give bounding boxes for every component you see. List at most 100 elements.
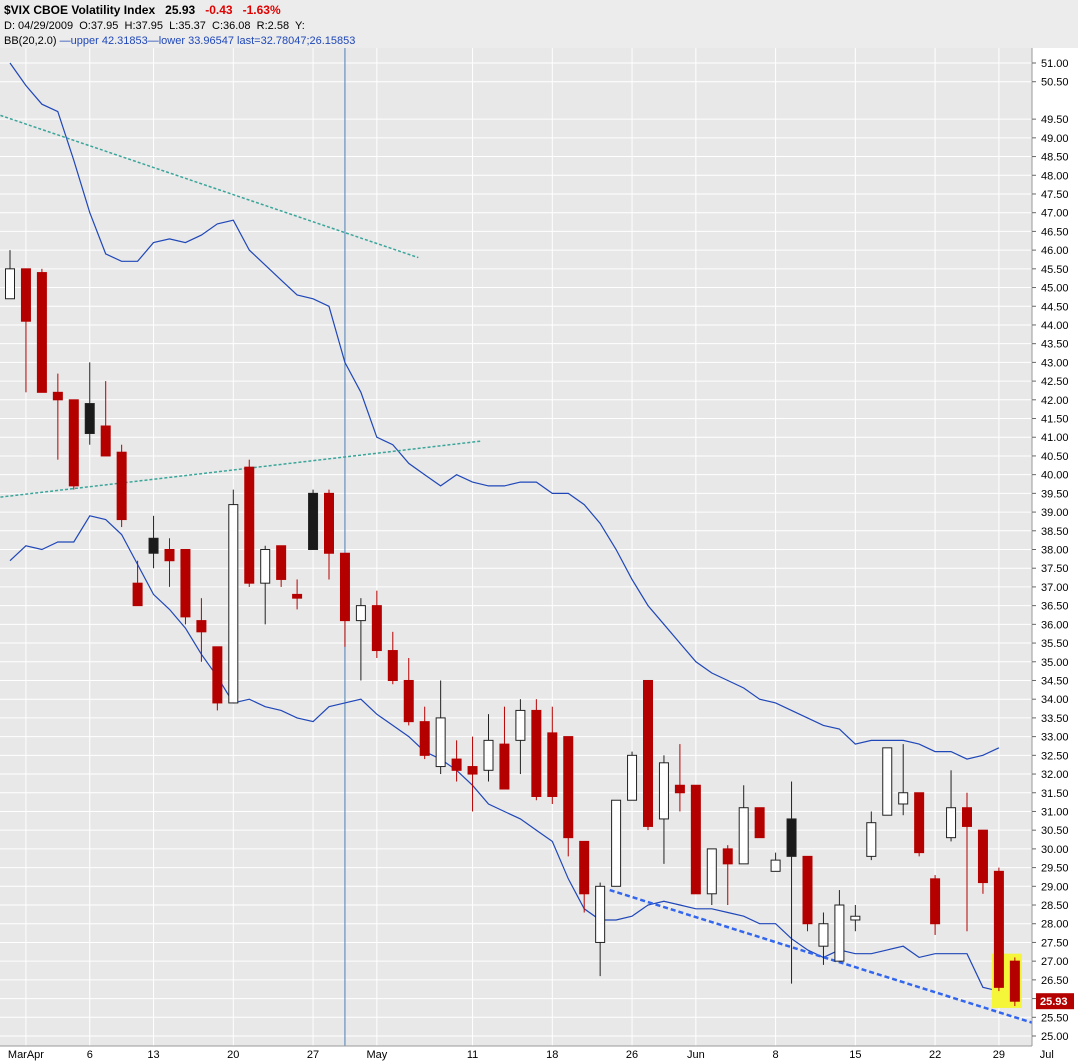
candle: [403, 658, 414, 726]
candle: [308, 489, 319, 551]
candle: [658, 755, 669, 864]
y-tick-label: 27.50: [1041, 937, 1069, 949]
x-tick-label: Jul: [1040, 1049, 1054, 1061]
candle: [355, 598, 366, 681]
y-tick-label: 41.50: [1041, 414, 1069, 426]
candle: [164, 538, 175, 587]
candle-body: [627, 754, 638, 801]
y-tick-label: 35.00: [1041, 657, 1069, 669]
x-tick-label: 27: [307, 1049, 319, 1061]
candle-body: [515, 709, 526, 741]
bb-lower: lower 33.96547: [158, 35, 234, 47]
ohlc-line: D: 04/29/2009 O:37.95 H:37.95 L:35.37 C:…: [4, 20, 305, 32]
y-tick-label: 48.00: [1041, 170, 1069, 182]
candle-body: [930, 878, 941, 925]
candle: [371, 590, 382, 659]
x-tick-label: 8: [773, 1049, 779, 1061]
candle: [690, 784, 701, 895]
x-tick-label: 15: [849, 1049, 861, 1061]
ohlc-range: R:2.58: [256, 20, 290, 32]
candle: [579, 840, 590, 913]
candle: [531, 699, 542, 801]
candle-body: [276, 545, 287, 580]
candle-body: [116, 451, 127, 521]
candle: [276, 545, 287, 587]
candle-body: [467, 766, 478, 775]
ohlc-open: O:37.95: [79, 20, 119, 32]
candle: [706, 848, 717, 906]
x-tick-label: 18: [546, 1049, 558, 1061]
candle-body: [977, 829, 988, 884]
chart-area: 25.0025.5026.0026.5027.0027.5028.0028.50…: [0, 48, 1078, 1062]
y-tick-label: 43.50: [1041, 339, 1069, 351]
candle-body: [866, 822, 877, 857]
candle-body: [802, 855, 813, 925]
candle-body: [850, 915, 861, 921]
candle: [722, 845, 733, 906]
x-tick-label: MarApr: [8, 1049, 44, 1061]
plot-background: [0, 48, 1032, 1046]
trend-line-upper: [0, 114, 419, 259]
last-price-tag: 25.93: [1036, 993, 1074, 1010]
candle-body: [483, 739, 494, 771]
candle: [5, 250, 15, 300]
candle-body: [818, 923, 829, 947]
y-tick-label: 48.50: [1041, 152, 1069, 164]
candle-body: [1009, 960, 1020, 1002]
trend-line-middle: [0, 440, 483, 498]
candle: [244, 459, 255, 587]
candle: [148, 515, 159, 569]
x-tick-label: May: [366, 1049, 387, 1061]
last-price-box: [1036, 993, 1074, 1010]
ohlc-date: D: 04/29/2009: [4, 20, 74, 32]
candle: [36, 268, 47, 393]
y-tick-label: 33.00: [1041, 732, 1069, 744]
candle-body: [914, 792, 925, 854]
candle-body: [754, 807, 765, 839]
candle: [435, 680, 446, 775]
candle: [547, 706, 558, 804]
y-tick-label: 49.00: [1041, 133, 1069, 145]
candle: [1009, 957, 1020, 1007]
candle-body: [547, 732, 558, 797]
candle: [324, 489, 334, 580]
candle: [116, 444, 127, 528]
y-tick-label: 29.50: [1041, 863, 1069, 875]
y-tick-label: 36.50: [1041, 601, 1069, 613]
price-change: -0.43: [205, 3, 233, 17]
x-tick-label: 11: [467, 1049, 478, 1061]
candle-body: [100, 425, 111, 457]
candle: [52, 373, 63, 460]
bollinger-upper-line: [9, 62, 1000, 760]
candle-body: [531, 709, 542, 797]
candle: [595, 882, 606, 977]
candle-body: [20, 268, 31, 322]
candle: [228, 489, 239, 704]
x-tick-label: 20: [227, 1049, 239, 1061]
candle-body: [690, 784, 701, 895]
candle: [292, 579, 303, 610]
candle: [20, 268, 31, 393]
candle-body: [643, 679, 653, 827]
y-tick-label: 51.00: [1041, 58, 1069, 70]
bb-last: last=32.78047;26.15853: [237, 35, 356, 47]
y-tick-label: 40.50: [1041, 451, 1069, 463]
candle: [483, 714, 494, 782]
y-tick-label: 45.00: [1041, 283, 1069, 295]
y-tick-label: 44.00: [1041, 320, 1069, 332]
candle: [914, 792, 925, 857]
last-price: 25.93: [165, 3, 196, 17]
candle: [196, 598, 207, 662]
y-tick-label: 33.50: [1041, 713, 1069, 725]
x-tick-label: 6: [87, 1049, 93, 1061]
candle: [930, 875, 941, 935]
y-tick-label: 27.00: [1041, 956, 1069, 968]
candle-body: [451, 758, 462, 771]
trend-line-support: [609, 888, 1040, 1026]
x-tick-label: 22: [929, 1049, 941, 1061]
candle: [260, 545, 271, 625]
candle-body: [738, 807, 749, 865]
y-tick-label: 50.50: [1041, 77, 1069, 89]
y-tick-label: 28.00: [1041, 919, 1069, 931]
candle-body: [993, 870, 1004, 988]
